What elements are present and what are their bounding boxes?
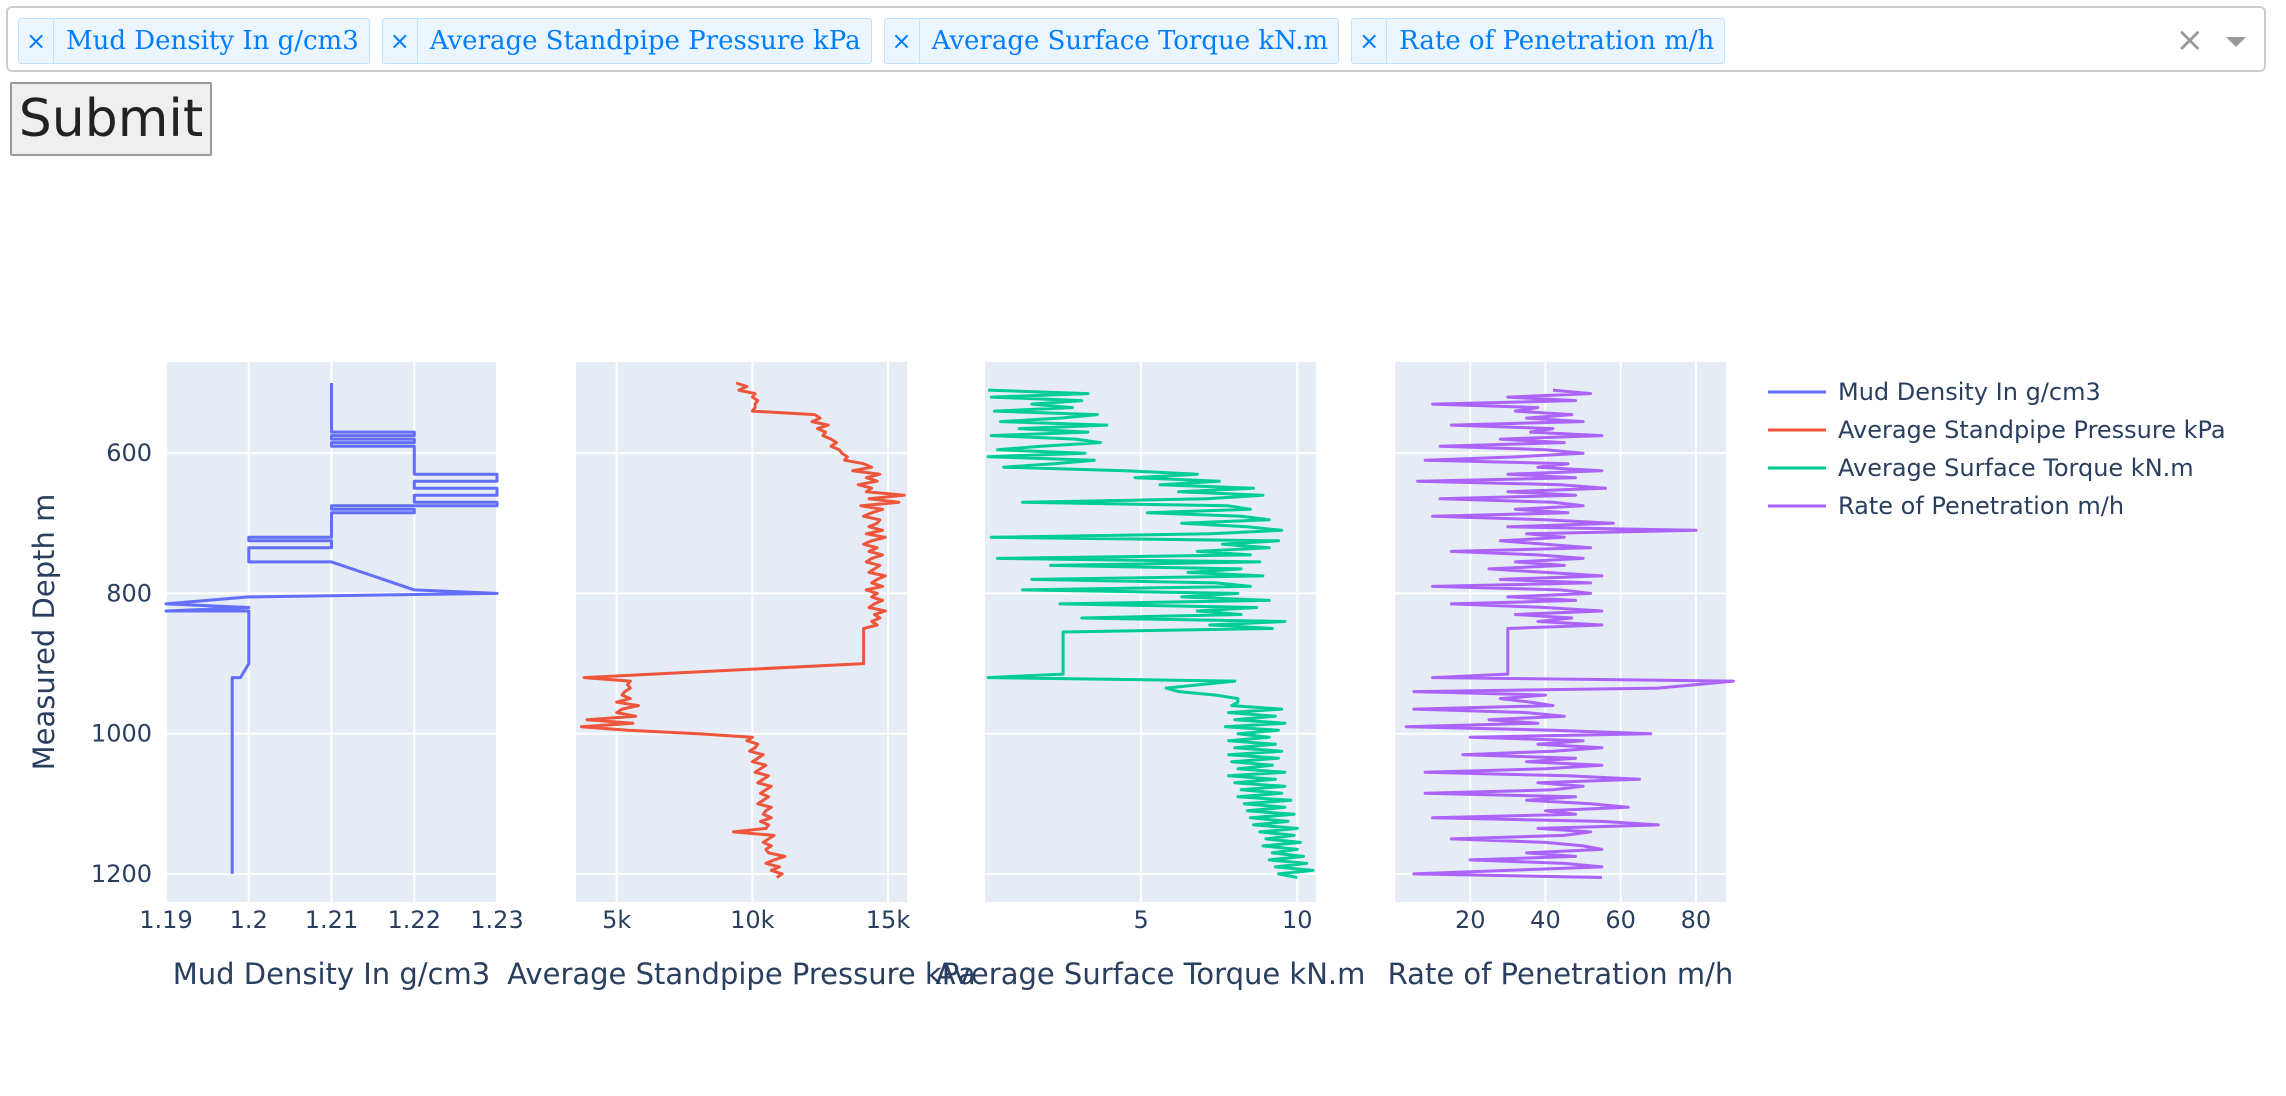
x-tick-label: 10 bbox=[1282, 906, 1313, 934]
series-line-1 bbox=[164, 383, 499, 874]
x-tick-label: 80 bbox=[1681, 906, 1712, 934]
legend-label: Average Surface Torque kN.m bbox=[1838, 454, 2194, 482]
chip-label: Average Surface Torque kN.m bbox=[931, 26, 1329, 56]
chevron-down-icon[interactable] bbox=[2226, 37, 2246, 47]
x-axis-title: Average Standpipe Pressure kPa bbox=[507, 957, 975, 991]
x-tick-label: 1.2 bbox=[230, 906, 268, 934]
x-tick-label: 1.21 bbox=[305, 906, 358, 934]
x-tick-label: 15k bbox=[866, 906, 911, 934]
x-tick-label: 5k bbox=[602, 906, 631, 934]
x-axis-title: Rate of Penetration m/h bbox=[1388, 957, 1734, 991]
x-tick-label: 20 bbox=[1455, 906, 1486, 934]
y-tick-label: 800 bbox=[106, 579, 152, 607]
remove-rate-of-penetration-icon[interactable]: × bbox=[1352, 19, 1388, 63]
x-tick-label: 1.19 bbox=[139, 906, 192, 934]
x-axis-title: Average Surface Torque kN.m bbox=[936, 957, 1366, 991]
x-tick-label: 5 bbox=[1133, 906, 1148, 934]
selected-parameters: × Mud Density In g/cm3 × Average Standpi… bbox=[18, 18, 1726, 64]
x-tick-label: 40 bbox=[1530, 906, 1561, 934]
parameter-multiselect[interactable]: × Mud Density In g/cm3 × Average Standpi… bbox=[6, 6, 2266, 72]
remove-surface-torque-icon[interactable]: × bbox=[885, 19, 920, 63]
remove-mud-density-icon[interactable]: × bbox=[19, 19, 54, 63]
chip-label: Rate of Penetration m/h bbox=[1399, 26, 1715, 56]
x-tick-label: 10k bbox=[730, 906, 775, 934]
y-tick-label: 600 bbox=[106, 439, 152, 467]
y-axis-title: Measured Depth m bbox=[27, 494, 61, 771]
x-tick-label: 60 bbox=[1605, 906, 1636, 934]
chip-standpipe-pressure: × Average Standpipe Pressure kPa bbox=[381, 18, 872, 64]
chip-mud-density: × Mud Density In g/cm3 bbox=[18, 18, 370, 64]
series-line-4 bbox=[1404, 388, 1735, 879]
chip-label: Mud Density In g/cm3 bbox=[66, 26, 359, 56]
y-tick-label: 1200 bbox=[91, 860, 152, 888]
x-tick-label: 1.23 bbox=[470, 906, 523, 934]
legend-label: Rate of Penetration m/h bbox=[1838, 492, 2124, 520]
legend-label: Mud Density In g/cm3 bbox=[1838, 378, 2101, 406]
chip-surface-torque: × Average Surface Torque kN.m bbox=[883, 18, 1340, 64]
chip-rate-of-penetration: × Rate of Penetration m/h bbox=[1351, 18, 1726, 64]
series-line-3 bbox=[986, 388, 1315, 879]
plot-area-2 bbox=[576, 362, 907, 902]
remove-standpipe-pressure-icon[interactable]: × bbox=[383, 19, 418, 63]
clear-all-icon[interactable]: × bbox=[2175, 20, 2205, 60]
y-tick-label: 1000 bbox=[91, 720, 152, 748]
series-line-2 bbox=[579, 381, 906, 879]
legend-label: Average Standpipe Pressure kPa bbox=[1838, 416, 2226, 444]
chip-label: Average Standpipe Pressure kPa bbox=[429, 26, 861, 56]
x-axis-title: Mud Density In g/cm3 bbox=[173, 957, 490, 991]
submit-button[interactable]: Submit bbox=[10, 82, 212, 156]
x-tick-label: 1.22 bbox=[388, 906, 441, 934]
